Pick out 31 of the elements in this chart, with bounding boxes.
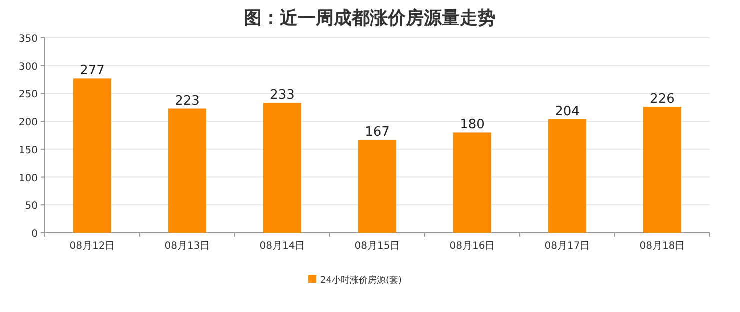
x-tick-label: 08月12日	[70, 241, 116, 252]
y-tick-label: 0	[32, 229, 38, 240]
bar	[358, 140, 396, 233]
data-label: 223	[175, 94, 200, 109]
y-tick-label: 350	[18, 34, 38, 45]
data-label: 233	[270, 88, 295, 104]
legend-label: 24小时涨价房源(套)	[320, 275, 402, 286]
bar	[264, 103, 302, 233]
data-label: 226	[650, 92, 675, 108]
y-tick-label: 250	[18, 90, 38, 101]
y-tick-label: 200	[18, 118, 38, 129]
data-label: 180	[460, 118, 485, 133]
bar	[454, 132, 492, 233]
x-tick-label: 08月14日	[260, 241, 306, 252]
bar	[644, 107, 682, 233]
x-tick-label: 08月15日	[354, 241, 400, 252]
x-tick-label: 08月13日	[164, 241, 210, 252]
y-tick-label: 300	[18, 62, 38, 73]
chart-title: 图：近一周成都涨价房源量走势	[244, 8, 496, 29]
x-tick-label: 08月18日	[640, 241, 686, 252]
x-tick-label: 08月17日	[544, 241, 590, 252]
y-tick-label: 50	[25, 201, 38, 212]
y-tick-label: 100	[18, 173, 38, 184]
data-label: 204	[555, 104, 580, 120]
y-tick-label: 150	[18, 145, 38, 156]
data-label: 167	[365, 124, 390, 140]
bar	[74, 78, 112, 233]
x-tick-label: 08月16日	[450, 241, 496, 252]
bar	[548, 119, 586, 233]
data-label: 277	[80, 64, 105, 79]
bar	[168, 108, 206, 233]
